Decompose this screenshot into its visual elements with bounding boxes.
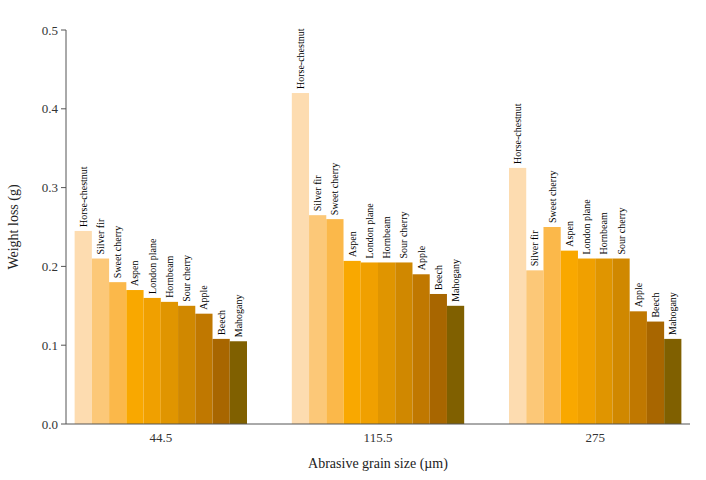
x-tick-label: 44.5 <box>149 430 172 445</box>
y-tick <box>61 108 66 109</box>
y-axis-line <box>66 30 67 424</box>
bar <box>647 322 664 424</box>
bar-label: Apple <box>416 245 427 270</box>
bar-label: Sweet cherry <box>329 163 340 215</box>
bar <box>612 259 629 424</box>
bar <box>578 259 595 424</box>
x-tick-label: 115.5 <box>364 430 393 445</box>
bar-label: Sour cherry <box>398 212 409 259</box>
bar <box>361 262 378 424</box>
y-tick <box>61 266 66 267</box>
bar-label: Aspen <box>129 260 140 286</box>
bar <box>109 282 126 424</box>
y-tick-label: 0.2 <box>42 259 58 274</box>
y-tick <box>61 424 66 425</box>
bar <box>509 168 526 424</box>
bar <box>430 294 447 424</box>
bar-label: Apple <box>633 282 644 307</box>
bar-label: London plane <box>364 203 375 259</box>
bar <box>75 231 92 424</box>
bar-label: London plane <box>581 199 592 255</box>
y-tick <box>61 30 66 31</box>
bar-label: Hornbeam <box>598 212 609 254</box>
y-tick-label: 0.5 <box>42 23 58 38</box>
bar-label: Aspen <box>564 221 575 247</box>
bar <box>561 251 578 424</box>
bar-label: Mahogany <box>450 259 461 302</box>
bar <box>378 262 395 424</box>
bar <box>178 306 195 424</box>
bar <box>543 227 560 424</box>
x-tick-label: 275 <box>585 430 605 445</box>
bar <box>309 215 326 424</box>
bar-label: Horse-chestnut <box>295 28 306 89</box>
bar <box>664 339 681 424</box>
bar <box>213 339 230 424</box>
bar-label: Mahogany <box>233 294 244 337</box>
bars <box>75 93 682 424</box>
x-axis-label: Abrasive grain size (µm) <box>308 456 448 472</box>
chart: 0.00.10.20.30.40.5Horse-chestnutHorse-ch… <box>0 0 706 480</box>
bar-label: Horse-chestnut <box>512 103 523 164</box>
bar <box>92 259 109 424</box>
bar <box>630 311 647 424</box>
bar <box>344 261 361 424</box>
y-tick-label: 0.1 <box>42 338 58 353</box>
bar <box>595 259 612 424</box>
bar-label: Sour cherry <box>616 208 627 255</box>
bar-label: Hornbeam <box>164 255 175 297</box>
bar <box>526 270 543 424</box>
y-tick-label: 0.4 <box>42 101 59 116</box>
y-axis: 0.0 0.1 0.2 0.3 0.4 0.5 <box>42 23 66 432</box>
bar-label: London plane <box>147 238 158 294</box>
y-tick <box>61 345 66 346</box>
bar <box>144 298 161 424</box>
bar <box>230 341 247 424</box>
y-tick <box>61 187 66 188</box>
bar-label: Beech <box>433 265 444 290</box>
bar <box>292 93 309 424</box>
bar-label: Silver fir <box>529 230 540 266</box>
bar <box>195 314 212 424</box>
y-axis-label: Weight loss (g) <box>6 184 22 270</box>
bar-labels: Horse-chestnut Horse-chestnut Horse-chestn… <box>78 28 679 337</box>
bar-label: Beech <box>650 293 661 318</box>
y-tick-label: 0.3 <box>42 180 58 195</box>
bar-label: Silver fir <box>95 218 106 254</box>
bar-label: Sour cherry <box>181 255 192 302</box>
bar-label: Mahogany <box>667 292 678 335</box>
bar-label: Aspen <box>347 231 358 257</box>
bar-label: Horse-chestnut <box>78 166 89 227</box>
bar <box>326 219 343 424</box>
x-axis-line <box>66 424 690 425</box>
bar <box>161 302 178 424</box>
bar <box>126 290 143 424</box>
bar <box>447 306 464 424</box>
bar-label: Beech <box>216 310 227 335</box>
bar-label: Sweet cherry <box>547 171 558 223</box>
y-tick-label: 0.0 <box>42 417 58 432</box>
bar-label: Sweet cherry <box>112 226 123 278</box>
bar <box>395 262 412 424</box>
bar-label: Hornbeam <box>381 216 392 258</box>
bar <box>412 274 429 424</box>
x-axis: 44.5 115.5 275 <box>149 430 605 445</box>
bar-label: Apple <box>198 285 209 310</box>
bar-label: Silver fir <box>312 175 323 211</box>
